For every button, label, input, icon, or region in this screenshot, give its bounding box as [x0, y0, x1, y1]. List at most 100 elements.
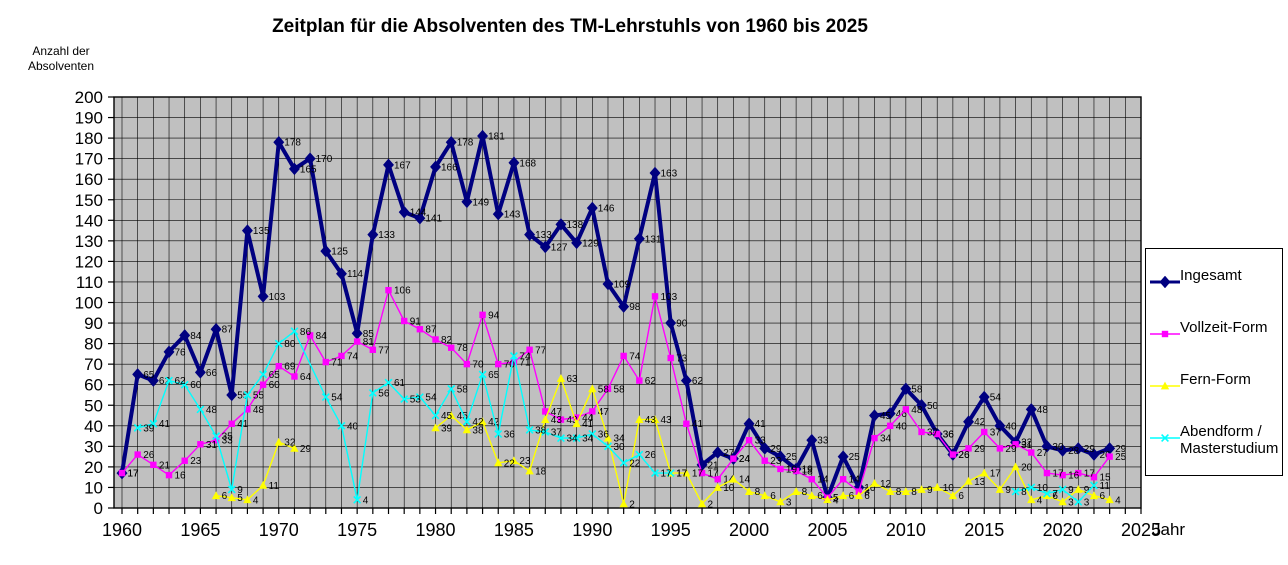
- svg-text:54: 54: [425, 393, 437, 404]
- svg-text:10: 10: [723, 483, 735, 494]
- svg-text:91: 91: [410, 317, 422, 328]
- svg-text:17: 17: [692, 469, 704, 480]
- svg-text:74: 74: [347, 351, 359, 362]
- svg-text:36: 36: [504, 430, 516, 441]
- svg-text:17: 17: [128, 469, 140, 480]
- svg-text:1980: 1980: [416, 520, 456, 540]
- svg-text:26: 26: [958, 450, 970, 461]
- svg-text:48: 48: [911, 405, 923, 416]
- svg-text:18: 18: [535, 467, 547, 478]
- svg-text:133: 133: [535, 230, 552, 241]
- svg-text:25: 25: [849, 452, 861, 463]
- svg-text:1960: 1960: [102, 520, 142, 540]
- svg-text:14: 14: [817, 475, 829, 486]
- legend-label: Ingesamt: [1180, 266, 1242, 284]
- svg-text:69: 69: [284, 362, 296, 373]
- svg-text:2020: 2020: [1043, 520, 1083, 540]
- svg-text:0: 0: [94, 499, 103, 518]
- svg-text:42: 42: [488, 417, 500, 428]
- svg-text:94: 94: [488, 310, 500, 321]
- svg-text:166: 166: [441, 162, 458, 173]
- svg-text:65: 65: [143, 370, 155, 381]
- svg-text:114: 114: [347, 269, 363, 280]
- svg-text:90: 90: [676, 319, 688, 330]
- svg-text:178: 178: [457, 138, 474, 149]
- svg-text:22: 22: [629, 458, 641, 469]
- svg-text:36: 36: [943, 430, 955, 441]
- svg-text:109: 109: [614, 280, 631, 291]
- svg-text:71: 71: [519, 358, 531, 369]
- legend-item-1: Vollzeit-Form: [1150, 319, 1280, 344]
- svg-text:84: 84: [190, 331, 202, 342]
- legend-label: Abendform / Masterstudium: [1180, 423, 1279, 458]
- svg-text:6: 6: [958, 491, 964, 502]
- y-axis-title-line2: Absolventen: [27, 59, 95, 73]
- svg-text:15: 15: [1100, 473, 1112, 484]
- legend-label: Fern-Form: [1180, 371, 1251, 389]
- svg-text:47: 47: [551, 407, 563, 418]
- svg-text:100: 100: [75, 294, 103, 313]
- svg-text:5: 5: [833, 493, 839, 504]
- legend-marker-square-icon: [1150, 327, 1180, 344]
- svg-text:36: 36: [598, 430, 610, 441]
- svg-text:58: 58: [598, 384, 610, 395]
- svg-text:178: 178: [284, 138, 301, 149]
- svg-text:4: 4: [363, 495, 369, 506]
- svg-text:76: 76: [175, 347, 187, 358]
- svg-text:1985: 1985: [494, 520, 534, 540]
- svg-text:1990: 1990: [572, 520, 612, 540]
- svg-text:21: 21: [159, 460, 171, 471]
- svg-text:73: 73: [676, 354, 688, 365]
- svg-text:32: 32: [1021, 438, 1033, 449]
- svg-text:29: 29: [1005, 444, 1017, 455]
- svg-text:21: 21: [708, 460, 720, 471]
- svg-text:54: 54: [990, 393, 1002, 404]
- svg-text:170: 170: [75, 150, 103, 169]
- svg-text:138: 138: [567, 220, 584, 231]
- svg-text:33: 33: [755, 436, 767, 447]
- svg-text:39: 39: [441, 423, 453, 434]
- svg-text:13: 13: [974, 477, 986, 488]
- svg-text:149: 149: [472, 197, 489, 208]
- svg-text:17: 17: [1052, 469, 1064, 480]
- svg-text:140: 140: [75, 211, 103, 230]
- svg-text:14: 14: [739, 475, 751, 486]
- svg-text:78: 78: [457, 343, 469, 354]
- svg-text:58: 58: [457, 384, 469, 395]
- svg-text:8: 8: [911, 487, 917, 498]
- svg-text:27: 27: [723, 448, 735, 459]
- svg-text:74: 74: [519, 351, 531, 362]
- svg-text:31: 31: [1021, 440, 1033, 451]
- svg-text:65: 65: [488, 370, 500, 381]
- svg-text:26: 26: [958, 450, 970, 461]
- svg-text:23: 23: [190, 456, 202, 467]
- svg-text:2015: 2015: [964, 520, 1004, 540]
- svg-text:48: 48: [1037, 405, 1049, 416]
- svg-text:103: 103: [269, 292, 286, 303]
- svg-text:42: 42: [472, 417, 484, 428]
- svg-text:43: 43: [567, 415, 579, 426]
- svg-text:64: 64: [300, 372, 312, 383]
- svg-text:1975: 1975: [337, 520, 377, 540]
- svg-text:45: 45: [441, 411, 453, 422]
- svg-text:6: 6: [817, 491, 823, 502]
- svg-text:41: 41: [582, 419, 594, 430]
- legend-item-2: Fern-Form: [1150, 371, 1280, 396]
- svg-text:58: 58: [614, 384, 626, 395]
- svg-text:8: 8: [802, 487, 808, 498]
- svg-text:160: 160: [75, 170, 103, 189]
- svg-text:87: 87: [222, 325, 234, 336]
- svg-text:12: 12: [880, 479, 892, 490]
- svg-text:170: 170: [316, 154, 333, 165]
- svg-text:106: 106: [394, 286, 411, 297]
- svg-text:48: 48: [206, 405, 218, 416]
- svg-text:62: 62: [692, 376, 704, 387]
- svg-text:80: 80: [84, 335, 103, 354]
- svg-text:22: 22: [504, 458, 516, 469]
- svg-text:45: 45: [880, 411, 892, 422]
- legend-label: Vollzeit-Form: [1180, 318, 1268, 336]
- svg-text:33: 33: [222, 436, 234, 447]
- svg-text:31: 31: [206, 440, 218, 451]
